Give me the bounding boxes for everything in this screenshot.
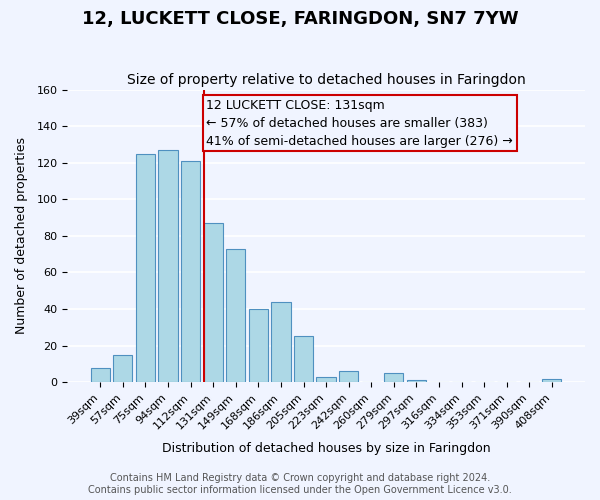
Bar [136,154,155,382]
Y-axis label: Number of detached properties: Number of detached properties [15,138,28,334]
Bar [339,371,358,382]
Bar [271,302,290,382]
Text: Contains HM Land Registry data © Crown copyright and database right 2024.
Contai: Contains HM Land Registry data © Crown c… [88,474,512,495]
Bar [542,378,562,382]
Bar [249,309,268,382]
Text: 12 LUCKETT CLOSE: 131sqm
← 57% of detached houses are smaller (383)
41% of semi-: 12 LUCKETT CLOSE: 131sqm ← 57% of detach… [206,98,513,148]
Bar [203,223,223,382]
Bar [407,380,426,382]
Bar [384,373,403,382]
Bar [91,368,110,382]
X-axis label: Distribution of detached houses by size in Faringdon: Distribution of detached houses by size … [162,442,490,455]
Text: 12, LUCKETT CLOSE, FARINGDON, SN7 7YW: 12, LUCKETT CLOSE, FARINGDON, SN7 7YW [82,10,518,28]
Bar [181,161,200,382]
Bar [294,336,313,382]
Title: Size of property relative to detached houses in Faringdon: Size of property relative to detached ho… [127,73,526,87]
Bar [158,150,178,382]
Bar [316,376,335,382]
Bar [226,248,245,382]
Bar [113,355,133,382]
